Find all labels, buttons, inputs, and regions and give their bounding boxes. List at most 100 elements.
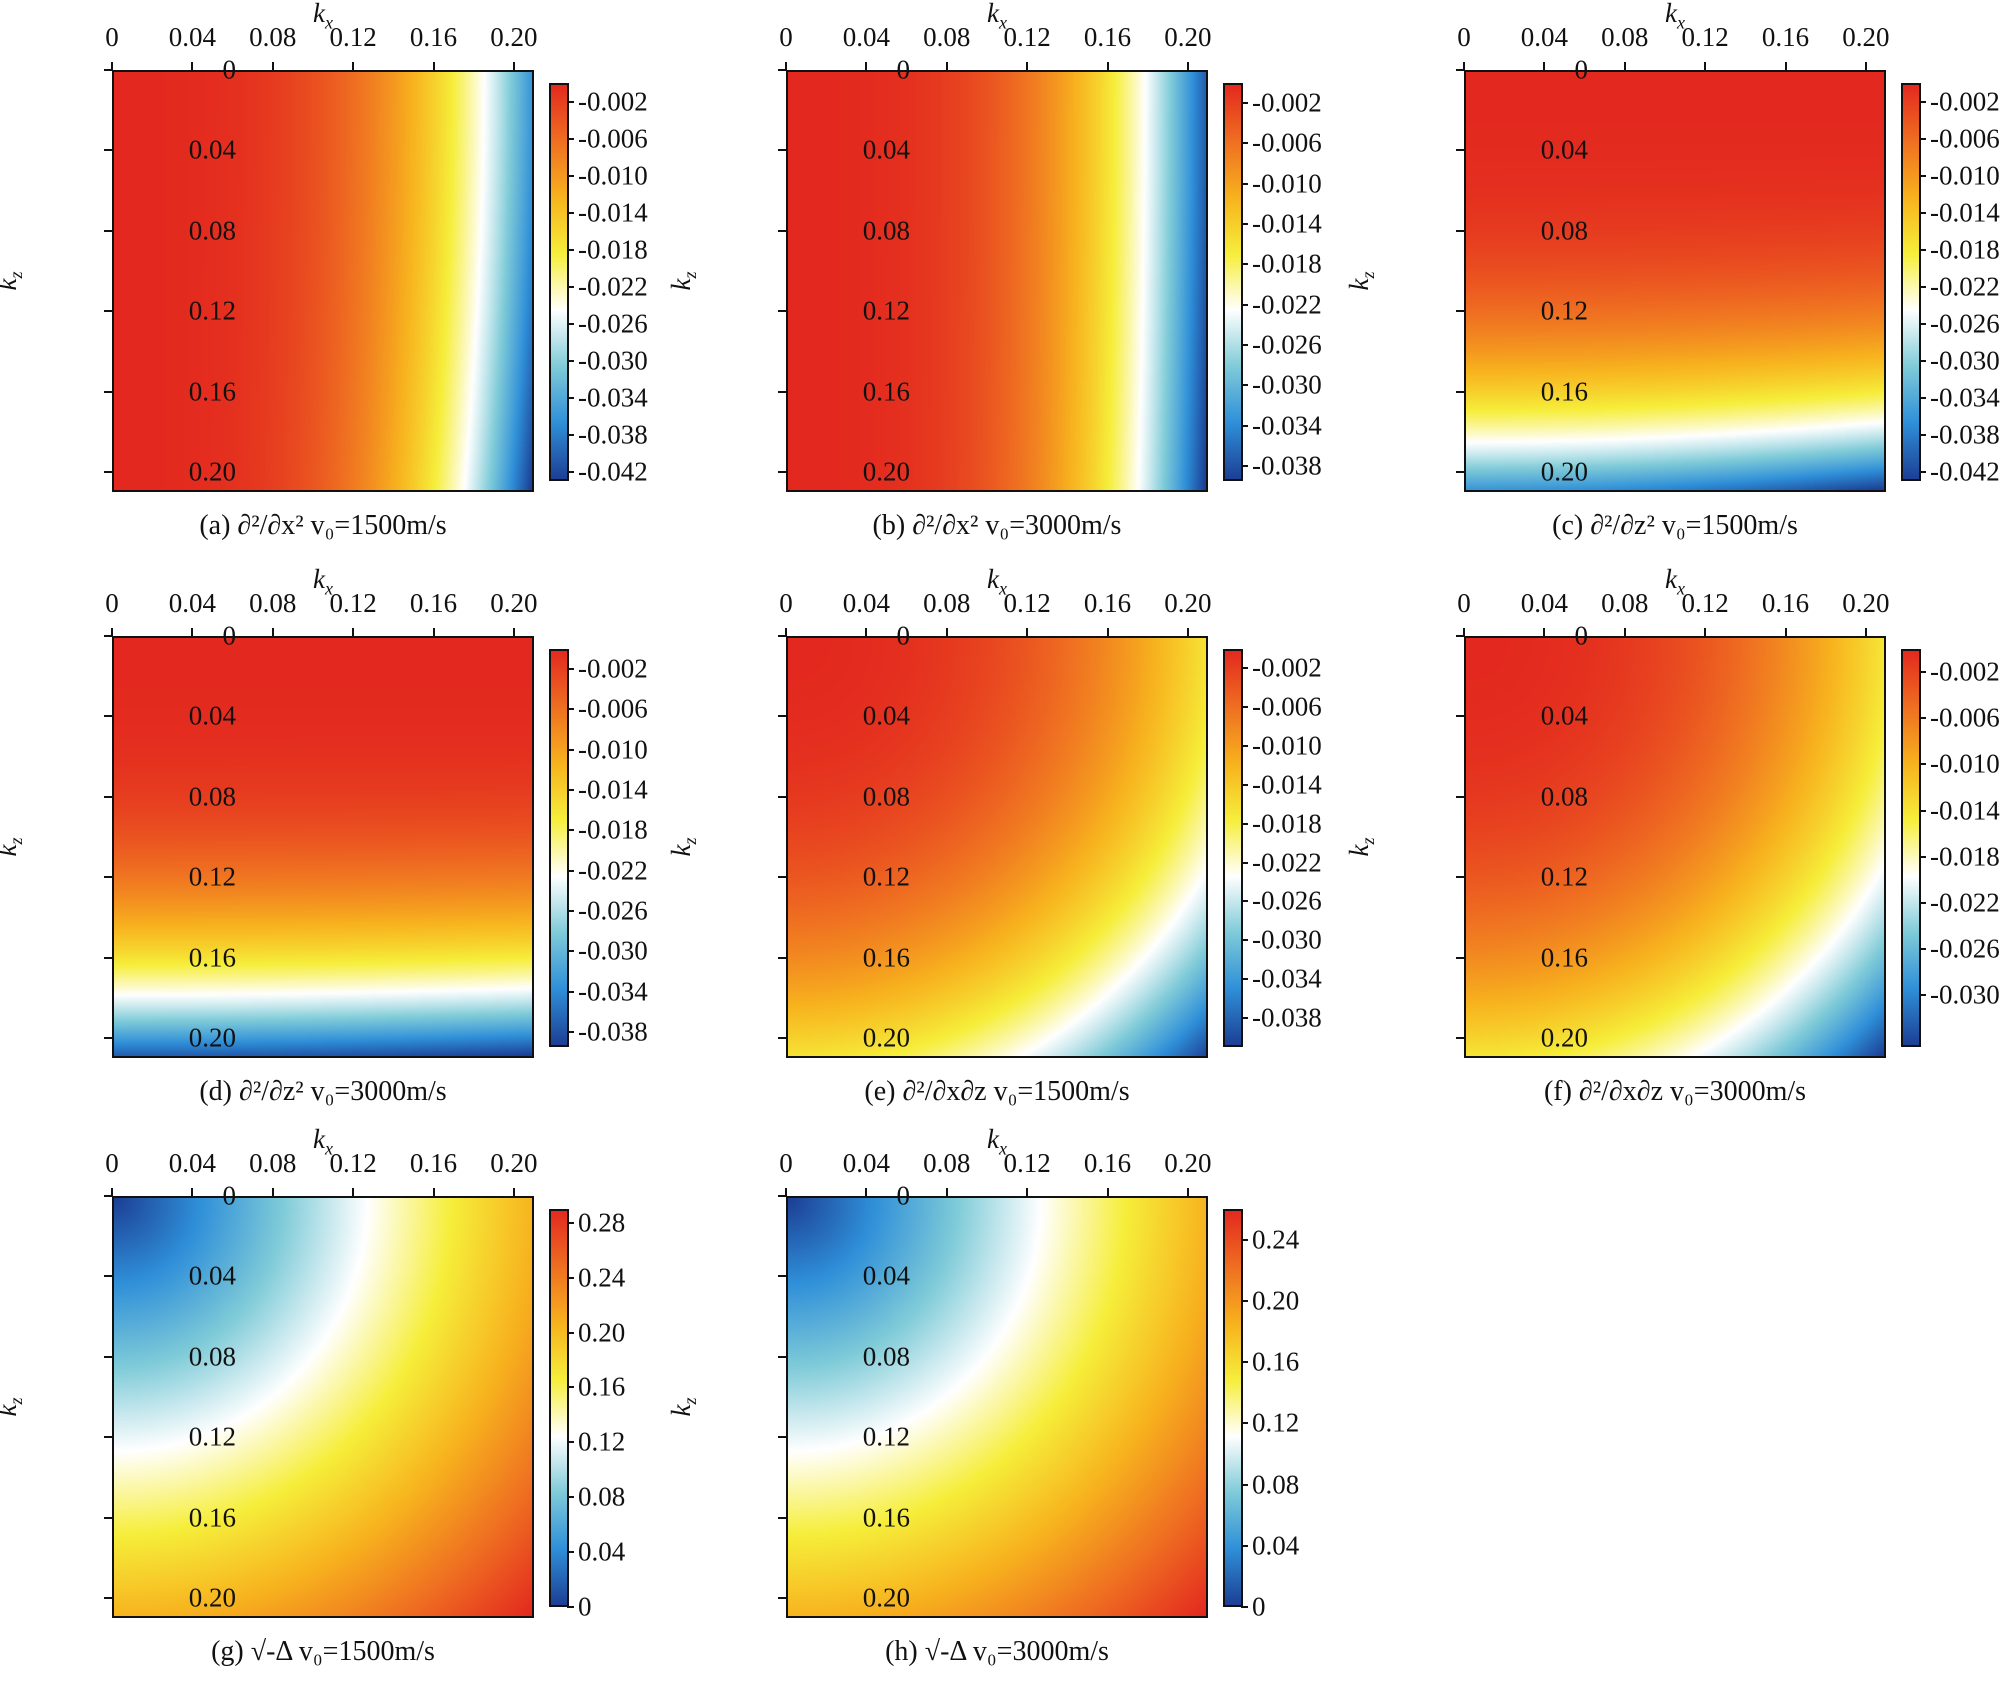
x-tick-label: 0.08 [923, 588, 971, 618]
y-axis-label-sub: z [680, 837, 701, 845]
y-axis-label-sub: z [1358, 837, 1379, 845]
colorbar-tick-mark [1241, 1016, 1248, 1019]
y-tick-label: 0.12 [188, 861, 236, 892]
y-tick-label: 0.16 [188, 376, 236, 407]
y-axis-label-main: k [665, 844, 696, 857]
colorbar-tick-label: -0.042 [578, 456, 648, 487]
y-tick-mark [104, 390, 112, 393]
x-tick-mark [865, 628, 868, 636]
y-tick-mark [1456, 876, 1464, 879]
colorbar-tick-label: 0.20 [1252, 1285, 1300, 1316]
colorbar-tick-label: -0.022 [1930, 271, 2000, 302]
x-tick-mark [1864, 62, 1867, 70]
y-tick-mark [104, 635, 112, 637]
colorbar-tick-label: -0.038 [1252, 1002, 1322, 1033]
colorbar-tick-mark [567, 137, 574, 140]
colorbar-tick-mark [567, 909, 574, 912]
colorbar-tick-mark [567, 789, 574, 792]
colorbar-tick-mark [1919, 994, 1926, 997]
x-tick-label: 0.08 [249, 1148, 297, 1178]
y-tick-mark [104, 715, 112, 718]
colorbar-tick-label: -0.018 [578, 814, 648, 845]
colorbar-tick-mark [1919, 763, 1926, 766]
y-axis-label: kz [666, 1397, 701, 1417]
colorbar-tick-label: -0.026 [1252, 329, 1322, 360]
colorbar-tick-mark [1241, 1606, 1248, 1608]
x-tick-mark [1623, 628, 1626, 636]
y-tick-label: 0 [896, 620, 911, 651]
colorbar-tick-mark [567, 100, 574, 103]
x-tick-mark [1186, 62, 1189, 70]
x-axis-label-main: k [313, 0, 325, 28]
colorbar-tick-label: -0.014 [1930, 197, 2000, 228]
colorbar-d [549, 649, 569, 1047]
x-tick-mark [1106, 628, 1109, 636]
x-tick-label: 0 [105, 588, 119, 618]
x-tick-mark [271, 62, 274, 70]
chart-panel-h: 0 0 0.04 0.04 0.08 0.08 0.12 0.12 0.16 0.16 0.20 0.… [666, 1126, 1346, 1696]
x-tick-label: 0.08 [923, 1148, 971, 1178]
colorbar-tick-mark [567, 433, 574, 436]
x-axis-label: kx [987, 566, 1007, 598]
colorbar-tick-label: -0.026 [1930, 308, 2000, 339]
heatmap-c [1464, 70, 1886, 492]
y-tick-mark [104, 470, 112, 473]
colorbar-tick-mark [567, 470, 574, 473]
colorbar-tick-label: -0.014 [1252, 208, 1322, 239]
colorbar-tick-mark [1241, 667, 1248, 670]
colorbar-tick-mark [1241, 939, 1248, 942]
y-axis-label-sub: z [680, 1397, 701, 1405]
colorbar-tick-label: -0.034 [578, 976, 648, 1007]
colorbar-tick-label: -0.018 [578, 234, 648, 265]
y-tick-mark [778, 715, 786, 718]
colorbar-tick-label: 0.28 [578, 1207, 626, 1238]
y-tick-label: 0.12 [1540, 861, 1588, 892]
heatmap-b [786, 70, 1208, 492]
colorbar-tick-mark [1919, 433, 1926, 436]
x-axis-label: kx [313, 1126, 333, 1158]
y-tick-mark [778, 956, 786, 959]
x-tick-mark [1106, 62, 1109, 70]
y-tick-label: 0.20 [862, 456, 910, 487]
colorbar-tick-mark [567, 1386, 574, 1389]
colorbar-tick-label: -0.014 [578, 197, 648, 228]
colorbar-tick-mark [567, 1551, 574, 1554]
y-tick-label: 0.08 [862, 781, 910, 812]
y-tick-mark [778, 470, 786, 473]
chart-panel-b: 0 0 0.04 0.04 0.08 0.08 0.12 0.12 0.16 0.16 0.20 0.… [666, 0, 1346, 570]
colorbar-tick-mark [1919, 137, 1926, 140]
colorbar-tick-label: -0.006 [578, 693, 648, 724]
y-axis-label: kz [1344, 272, 1378, 291]
colorbar-tick-label: -0.018 [1252, 248, 1322, 279]
colorbar-tick-label: 0.16 [578, 1371, 626, 1402]
x-tick-mark [191, 62, 194, 70]
colorbar-tick-mark [1241, 745, 1248, 748]
x-tick-label: 0.04 [168, 588, 216, 618]
colorbar-tick-mark [1241, 1422, 1248, 1425]
y-axis-label: kz [665, 837, 701, 857]
colorbar-tick-label: -0.002 [1252, 87, 1322, 118]
colorbar-tick-label: -0.002 [578, 86, 648, 116]
colorbar-tick-label: -0.014 [1252, 769, 1322, 800]
x-axis-label: kx [1665, 566, 1685, 599]
heatmap-canvas-c [1466, 72, 1884, 490]
y-tick-mark [778, 229, 786, 232]
y-tick-mark [778, 1516, 786, 1519]
caption-a: (a) ∂²/∂x² v₀=1500m/s [199, 510, 447, 541]
colorbar-tick-label: -0.006 [578, 123, 648, 154]
x-tick-label: 0 [779, 588, 793, 618]
x-axis-label-sub: x [1676, 578, 1685, 599]
y-tick-label: 0.12 [188, 295, 236, 326]
y-tick-label: 0.20 [188, 456, 236, 487]
x-tick-mark [945, 628, 948, 636]
x-tick-mark [1864, 628, 1867, 636]
y-tick-mark [104, 229, 112, 232]
colorbar-tick-label: -0.002 [578, 653, 648, 684]
y-tick-mark [1456, 69, 1464, 71]
colorbar-tick-label: -0.010 [1252, 730, 1322, 761]
x-tick-mark [785, 628, 787, 636]
colorbar-tick-label: -0.006 [1930, 702, 2000, 733]
colorbar-tick-mark [567, 950, 574, 953]
colorbar-tick-mark [567, 748, 574, 751]
caption-c: (c) ∂²/∂z² v₀=1500m/s [1552, 510, 1798, 541]
